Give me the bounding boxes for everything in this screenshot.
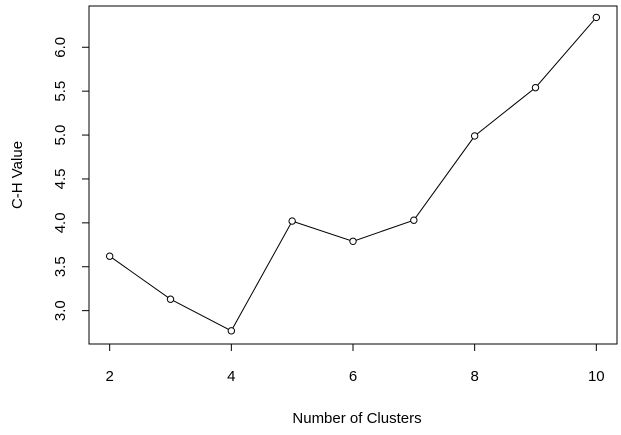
y-tick-label: 3.0 — [52, 300, 69, 321]
y-tick-label: 5.5 — [52, 81, 69, 102]
y-tick-label: 5.0 — [52, 125, 69, 146]
x-tick-label: 8 — [470, 368, 478, 385]
x-tick-label: 6 — [349, 368, 357, 385]
data-points — [106, 14, 599, 334]
y-axis-title: C-H Value — [9, 141, 26, 209]
x-axis: 2 4 6 8 10 — [106, 344, 605, 385]
x-tick-label: 10 — [588, 368, 605, 385]
data-point — [228, 328, 234, 334]
data-point — [532, 84, 538, 90]
y-tick-label: 4.5 — [52, 169, 69, 190]
data-point — [167, 296, 173, 302]
y-tick-label: 3.5 — [52, 256, 69, 277]
data-point — [106, 253, 112, 259]
y-tick-label: 4.0 — [52, 212, 69, 233]
x-tick-label: 2 — [106, 368, 114, 385]
data-point — [593, 14, 599, 20]
x-axis-title: Number of Clusters — [292, 410, 421, 427]
y-tick-label: 6.0 — [52, 37, 69, 58]
series-line — [110, 17, 597, 330]
data-point — [289, 218, 295, 224]
y-axis: 3.0 3.5 4.0 4.5 5.0 5.5 6.0 — [52, 37, 89, 321]
plot-frame — [89, 6, 617, 344]
data-point — [350, 238, 356, 244]
x-tick-label: 4 — [227, 368, 235, 385]
data-point — [411, 217, 417, 223]
data-point — [471, 133, 477, 139]
